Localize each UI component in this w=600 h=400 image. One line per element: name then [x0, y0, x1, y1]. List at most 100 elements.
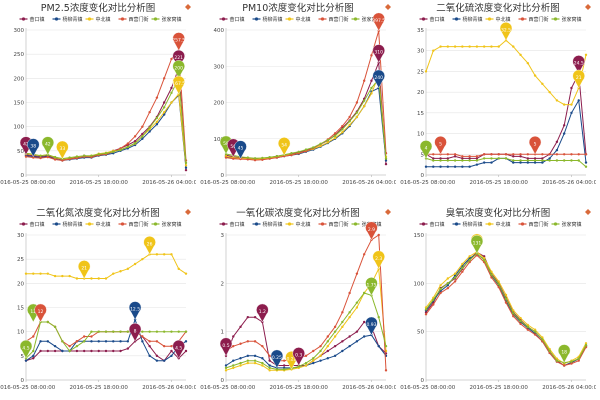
data-point[interactable] — [482, 157, 486, 160]
data-point[interactable] — [341, 340, 344, 343]
data-point[interactable] — [148, 126, 151, 129]
data-point[interactable] — [141, 257, 144, 261]
data-point[interactable] — [170, 91, 173, 95]
legend-item[interactable]: 张家窝镇 — [351, 16, 382, 23]
value-pin[interactable]: 2.9 — [365, 221, 378, 241]
data-point[interactable] — [75, 155, 79, 158]
data-point[interactable] — [155, 96, 159, 99]
data-point[interactable] — [261, 361, 264, 365]
data-point[interactable] — [246, 340, 250, 343]
data-point[interactable] — [533, 157, 537, 160]
data-point[interactable] — [541, 157, 544, 160]
data-point[interactable] — [246, 359, 250, 362]
data-point[interactable] — [126, 145, 130, 149]
data-point[interactable] — [348, 120, 351, 123]
value-pin[interactable]: 4.5 — [172, 339, 185, 359]
data-point[interactable] — [155, 120, 159, 124]
data-point[interactable] — [97, 277, 100, 280]
data-point[interactable] — [504, 157, 508, 160]
data-point[interactable] — [312, 349, 315, 353]
data-point[interactable] — [319, 344, 322, 348]
data-point[interactable] — [104, 340, 108, 343]
data-point[interactable] — [170, 86, 173, 90]
data-point[interactable] — [141, 125, 144, 128]
data-point[interactable] — [548, 159, 551, 162]
data-point[interactable] — [453, 153, 457, 156]
data-point[interactable] — [112, 330, 115, 333]
data-point[interactable] — [53, 155, 57, 159]
data-point[interactable] — [155, 253, 159, 256]
value-pin[interactable]: 5 — [528, 136, 542, 155]
data-point[interactable] — [170, 330, 173, 333]
data-point[interactable] — [46, 272, 50, 275]
data-point[interactable] — [304, 354, 308, 358]
data-point[interactable] — [312, 359, 315, 362]
data-point[interactable] — [268, 156, 271, 159]
data-point[interactable] — [112, 349, 115, 353]
data-point[interactable] — [370, 54, 373, 57]
value-pin[interactable]: 54 — [278, 137, 291, 156]
data-point[interactable] — [341, 325, 344, 329]
data-point[interactable] — [32, 156, 35, 159]
data-point[interactable] — [432, 157, 435, 160]
data-point[interactable] — [348, 335, 351, 338]
data-point[interactable] — [584, 53, 588, 57]
data-point[interactable] — [384, 159, 388, 162]
data-point[interactable] — [468, 258, 471, 262]
data-point[interactable] — [53, 344, 57, 348]
data-point[interactable] — [319, 349, 322, 353]
data-point[interactable] — [162, 344, 166, 348]
chart-toolbox-icon[interactable] — [585, 4, 591, 10]
data-point[interactable] — [577, 359, 580, 362]
data-point[interactable] — [355, 301, 359, 304]
data-point[interactable] — [555, 99, 559, 102]
data-point[interactable] — [424, 165, 428, 168]
data-point[interactable] — [526, 323, 530, 327]
data-point[interactable] — [362, 104, 366, 108]
data-point[interactable] — [475, 157, 479, 160]
data-point[interactable] — [162, 359, 166, 362]
data-point[interactable] — [268, 366, 271, 370]
data-point[interactable] — [32, 354, 35, 358]
data-point[interactable] — [268, 364, 271, 367]
data-point[interactable] — [90, 349, 93, 353]
data-point[interactable] — [468, 255, 471, 258]
legend-item[interactable]: 西营门街 — [518, 221, 549, 228]
data-point[interactable] — [555, 153, 559, 156]
data-point[interactable] — [246, 156, 250, 159]
data-point[interactable] — [184, 330, 188, 333]
data-point[interactable] — [32, 272, 35, 275]
data-point[interactable] — [446, 153, 450, 156]
value-pin[interactable]: 21 — [78, 260, 91, 279]
value-pin[interactable]: 397.5 — [372, 12, 385, 32]
data-point[interactable] — [333, 136, 337, 140]
data-point[interactable] — [362, 320, 366, 324]
data-point[interactable] — [439, 157, 442, 160]
data-point[interactable] — [75, 340, 79, 343]
data-point[interactable] — [526, 153, 530, 156]
chart-toolbox-icon[interactable] — [185, 4, 191, 10]
data-point[interactable] — [548, 157, 551, 160]
data-point[interactable] — [432, 165, 435, 168]
value-pin[interactable]: 18 — [558, 344, 571, 364]
data-point[interactable] — [439, 287, 442, 291]
data-point[interactable] — [97, 349, 100, 353]
data-point[interactable] — [512, 155, 515, 158]
data-point[interactable] — [482, 45, 486, 48]
data-point[interactable] — [355, 111, 359, 114]
data-point[interactable] — [141, 137, 144, 140]
data-point[interactable] — [562, 364, 566, 367]
data-point[interactable] — [348, 311, 351, 314]
data-point[interactable] — [526, 159, 530, 162]
data-point[interactable] — [304, 148, 308, 151]
data-point[interactable] — [170, 57, 173, 61]
data-point[interactable] — [468, 159, 471, 162]
data-point[interactable] — [348, 123, 351, 127]
legend-item[interactable]: 奋口镇 — [419, 16, 445, 23]
data-point[interactable] — [53, 349, 57, 353]
data-point[interactable] — [184, 164, 188, 167]
data-point[interactable] — [224, 364, 228, 367]
data-point[interactable] — [548, 349, 551, 353]
data-point[interactable] — [46, 340, 50, 343]
data-point[interactable] — [155, 123, 159, 126]
